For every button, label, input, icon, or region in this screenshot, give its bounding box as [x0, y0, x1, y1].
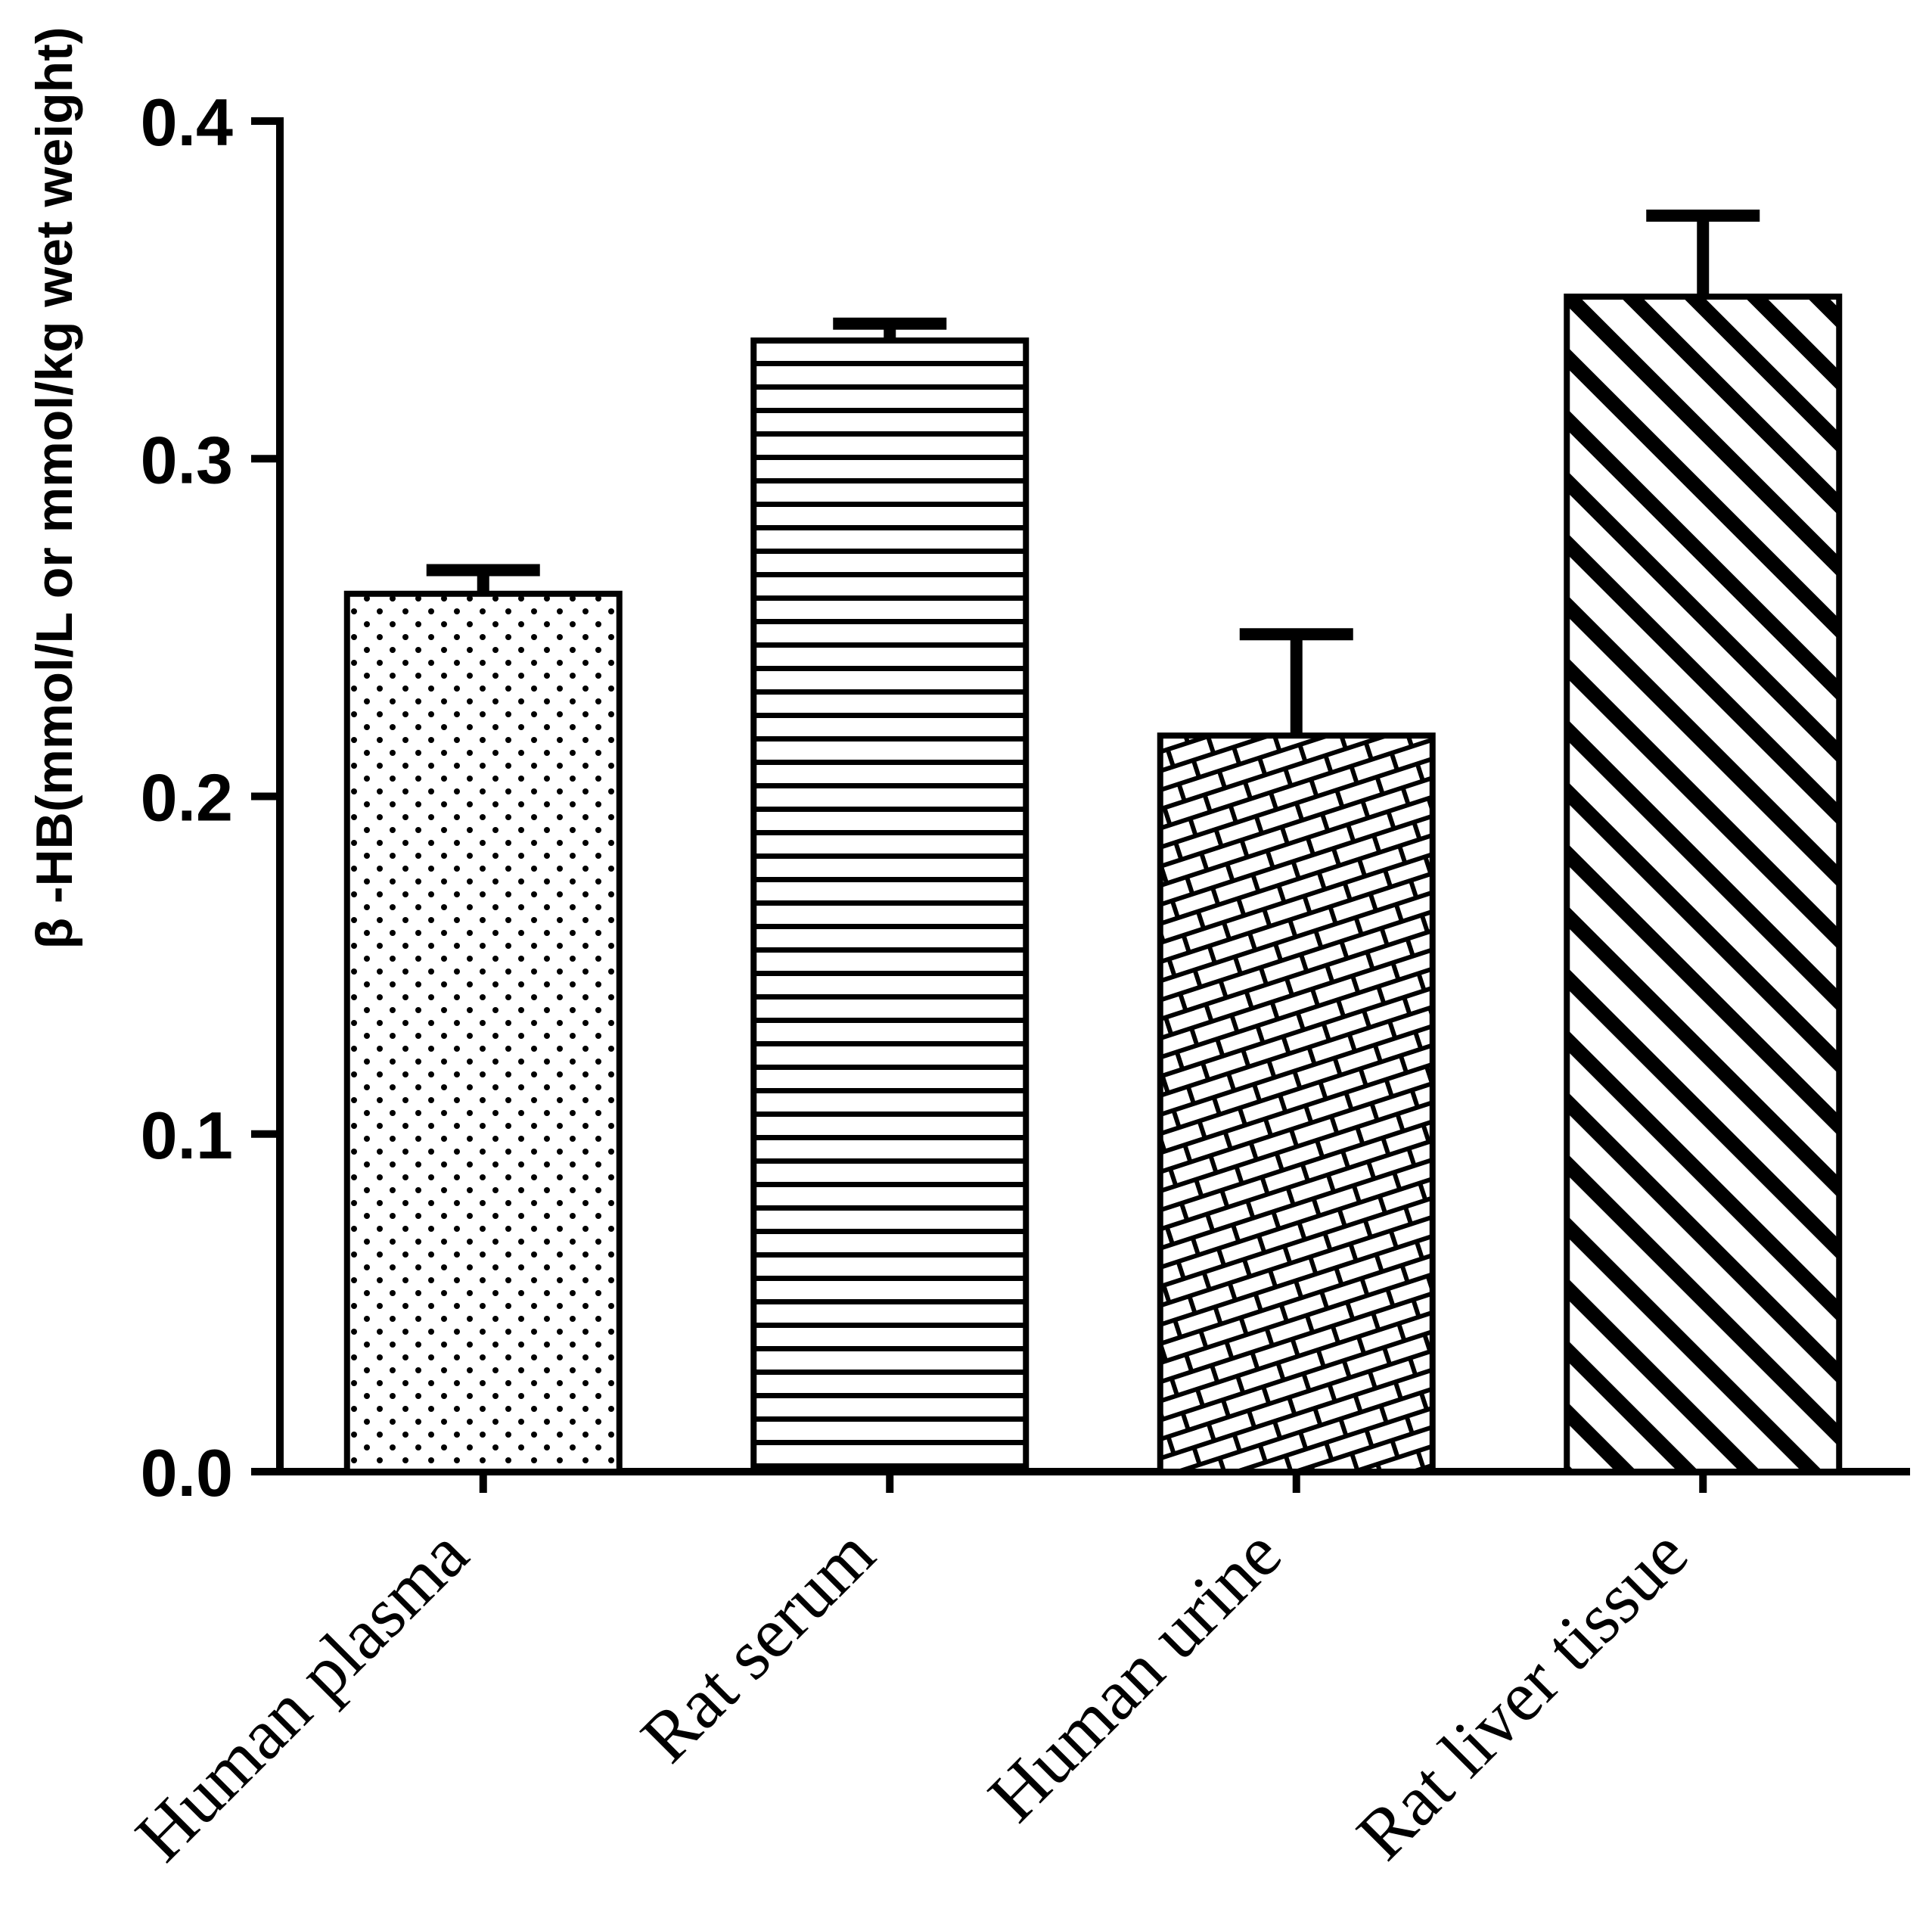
y-tick-label: 0.0 — [141, 1435, 233, 1510]
bar-human-plasma — [343, 590, 623, 1475]
bar-rat-serum — [750, 337, 1030, 1475]
y-tick-label: 0.1 — [141, 1098, 233, 1173]
bar-rat-liver-tissue — [1564, 294, 1843, 1475]
bar-human-urine — [1157, 732, 1436, 1475]
y-axis-title: β -HB(mmol/L or mmol/kg wet weight) — [26, 27, 83, 950]
y-tick-label: 0.2 — [141, 760, 233, 835]
y-tick-label: 0.4 — [141, 85, 233, 160]
y-tick-label: 0.3 — [141, 422, 233, 497]
